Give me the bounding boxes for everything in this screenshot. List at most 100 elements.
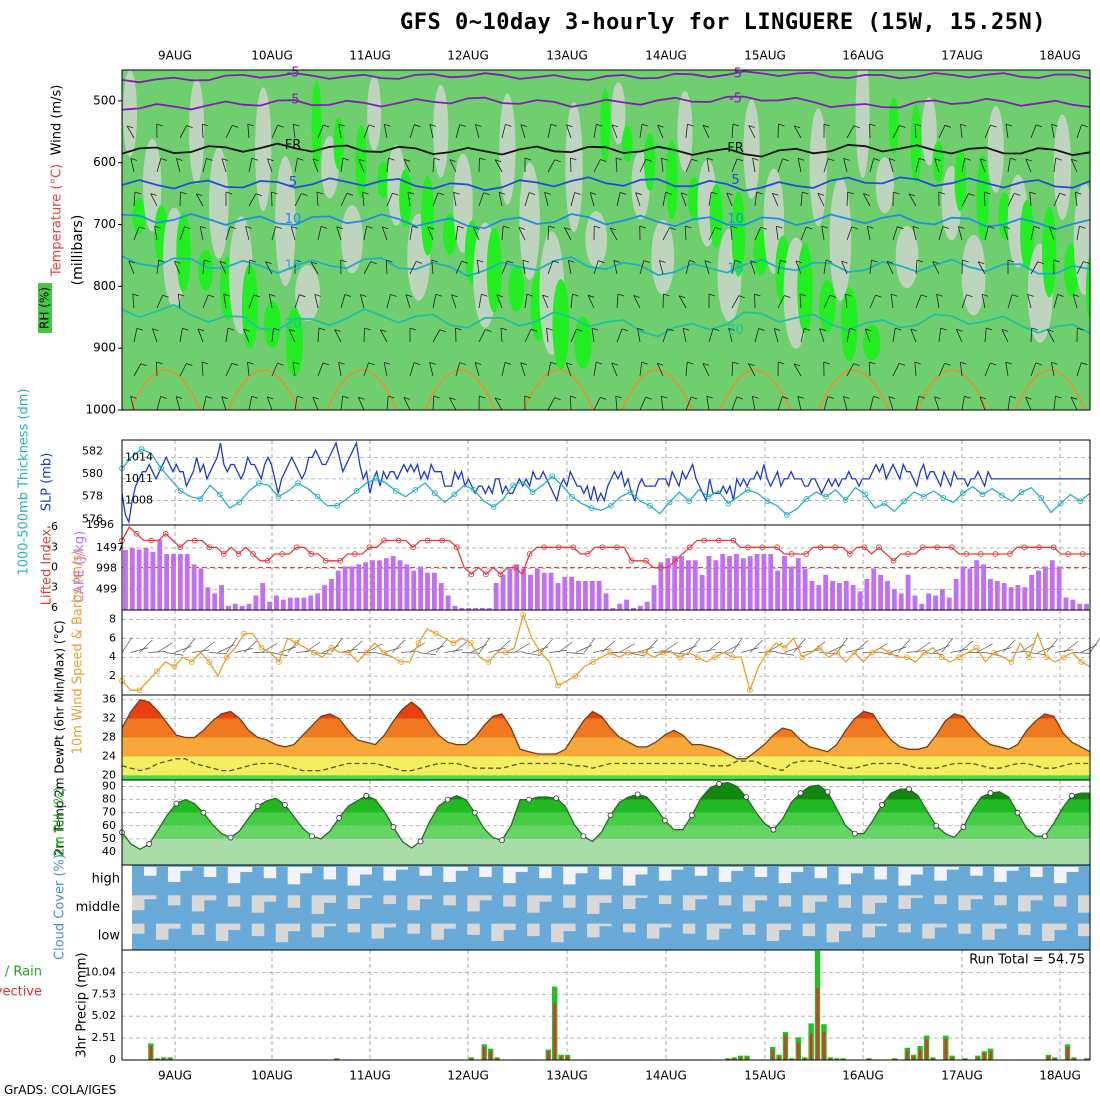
- wind-barb-flag: [914, 361, 921, 365]
- temperature-contour-label: 5: [731, 173, 739, 188]
- wind-speed-line-marker: [171, 663, 178, 670]
- wind-barb-flag: [1011, 294, 1019, 297]
- wind-barb-flag: [784, 295, 791, 298]
- wind-barb: [886, 261, 894, 275]
- wind-barb: [593, 362, 597, 377]
- rh-marker: [200, 809, 207, 816]
- wind-barb-flag: [899, 363, 906, 366]
- wind-barb: [386, 192, 393, 207]
- cape-bar: [610, 607, 616, 610]
- cloud-clear-cell: [132, 895, 145, 911]
- rh-marker: [634, 791, 641, 798]
- wind-barb-flag: [934, 396, 941, 400]
- wind-barb-flag: [554, 397, 561, 401]
- cape-bar: [885, 580, 890, 610]
- wind-barb-flag: [685, 225, 692, 229]
- cape-bar: [685, 560, 691, 610]
- wind-barb: [357, 397, 365, 410]
- wind-barb-flag: [776, 225, 783, 229]
- precip-convective-bar: [547, 1051, 550, 1060]
- wind-barb: [823, 295, 831, 309]
- surface-wind-barb: [139, 639, 153, 653]
- lifted-index-line-marker: [264, 557, 271, 564]
- wind-barb: [223, 294, 227, 309]
- precip-convective-bar: [976, 1057, 980, 1060]
- wind-tick-label: 2: [109, 669, 116, 682]
- wind-barb-flag: [682, 327, 690, 331]
- cape-bar: [727, 556, 733, 610]
- cape-bar: [706, 556, 712, 610]
- wind-barb-flag: [382, 226, 389, 230]
- wind-barb: [615, 158, 618, 173]
- wind-barb-flag: [152, 328, 159, 332]
- wind-barb-flag: [938, 191, 945, 195]
- wind-barb-flag: [507, 260, 514, 264]
- wind-speed-line-marker: [276, 659, 282, 665]
- wind-barb-flag: [657, 124, 664, 128]
- temperature-band: [122, 699, 1090, 719]
- surface-wind-barb: [488, 647, 506, 653]
- cloud-clear-cell: [634, 867, 648, 875]
- rh-dry-patch: [565, 102, 583, 233]
- wind-barb-flag: [526, 293, 534, 297]
- thickness-line-marker: [549, 473, 556, 480]
- temperature-contour-label: 10: [285, 212, 302, 227]
- rh-tick-label: 60: [102, 819, 116, 832]
- cloud-clear-cell: [491, 923, 504, 942]
- wind-barb-flag: [797, 157, 805, 161]
- wind-barb: [455, 261, 463, 275]
- wind-barb-flag: [799, 293, 807, 297]
- wind-barb-flag: [247, 361, 254, 365]
- surface-wind-barb: [418, 652, 437, 656]
- thickness-line-marker: [862, 491, 868, 498]
- rh-dry-patch: [255, 87, 272, 212]
- wind-barb-flag: [407, 191, 415, 195]
- cape-bar: [809, 580, 815, 610]
- wind-barb: [1076, 261, 1084, 275]
- wind-barb-flag: [364, 327, 371, 331]
- wind-barb-flag: [1003, 226, 1011, 229]
- cloud-row-label: low: [98, 928, 121, 943]
- wind-barb: [685, 158, 692, 173]
- lifted-index-line-marker: [395, 537, 402, 544]
- cloud-clear-cell: [1018, 923, 1031, 935]
- cloud-clear-cell: [431, 923, 444, 940]
- precip-tick-label: 5.02: [92, 1009, 117, 1022]
- warm-contour: [522, 369, 595, 410]
- dewpoint-line: [121, 758, 1090, 772]
- rh-marker: [471, 809, 478, 816]
- surface-wind-barb: [889, 646, 907, 653]
- rh-dry-patch: [855, 70, 870, 179]
- wind-barb: [133, 226, 140, 241]
- cape-bar: [898, 593, 904, 610]
- cloud-clear-cell: [682, 895, 696, 911]
- wind-barb-flag: [910, 328, 917, 332]
- wind-barb: [494, 159, 503, 173]
- wind-barb-flag: [732, 361, 739, 365]
- wind-barb-flag: [1025, 158, 1032, 162]
- cape-bar: [740, 558, 746, 610]
- precip-convective-bar: [912, 1056, 915, 1060]
- lifted-index-line-marker: [701, 537, 708, 544]
- wind-barb-flag: [1035, 124, 1043, 128]
- wind-barb: [961, 294, 967, 309]
- cloud-row-label: high: [92, 872, 120, 887]
- wind-barb-flag: [390, 294, 397, 297]
- wind-barb-flag: [919, 157, 926, 161]
- cloud-clear-cell: [682, 923, 696, 934]
- wind-barb: [842, 396, 848, 410]
- cloud-clear-cell: [263, 895, 277, 902]
- cloud-clear-cell: [1066, 867, 1079, 873]
- wind-speed-line-marker: [973, 644, 980, 651]
- wind-barb-flag: [594, 225, 601, 229]
- surface-wind-barb: [749, 639, 764, 653]
- cloud-clear-cell: [575, 867, 588, 874]
- cloud-clear-cell: [922, 923, 935, 939]
- cloud-clear-cell: [203, 895, 217, 901]
- wind-barb: [316, 192, 319, 207]
- precip-convective-bar: [797, 1042, 800, 1060]
- wind-barb-flag: [570, 395, 577, 399]
- wind-barb-flag: [944, 124, 952, 128]
- thickness-line: [121, 448, 1091, 516]
- wind-speed-line-marker: [188, 659, 195, 665]
